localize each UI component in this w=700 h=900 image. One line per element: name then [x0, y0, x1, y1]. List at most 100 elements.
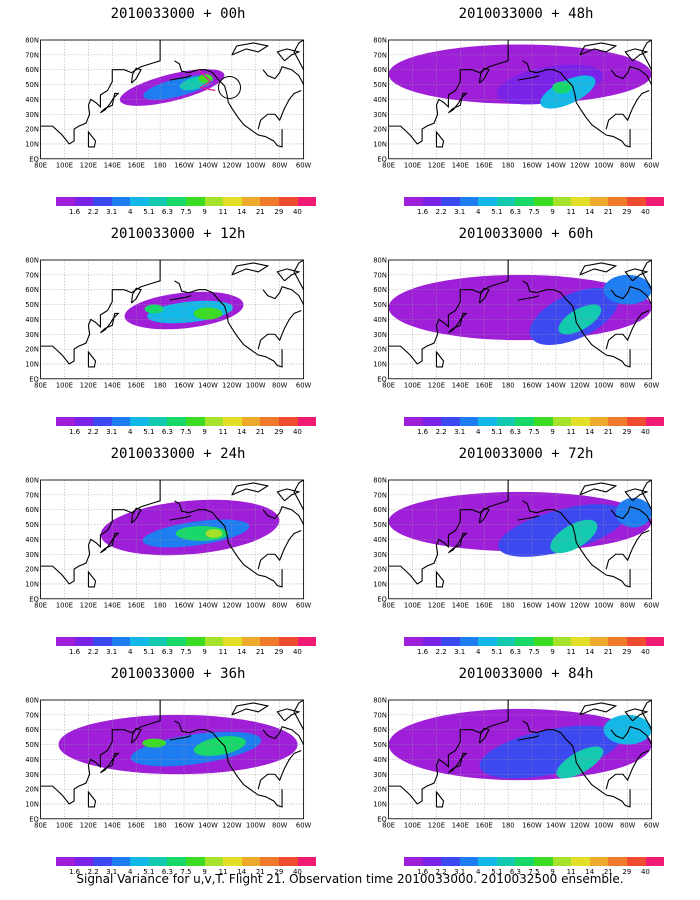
signal-contour [550, 519, 598, 554]
latitude-label: 70N [25, 271, 39, 279]
longitude-label: 160W [522, 601, 542, 609]
colorbar-swatch [589, 197, 609, 206]
colorbar-label: 14 [585, 868, 595, 876]
colorbar-swatch [496, 417, 516, 426]
colorbar-swatch [589, 417, 609, 426]
flight-track [197, 69, 216, 92]
colorbar [404, 637, 665, 646]
colorbar-label: 14 [237, 428, 247, 436]
coastline [388, 480, 509, 585]
colorbar-swatch [496, 197, 516, 206]
colorbar-label: 40 [292, 208, 302, 216]
longitude-label: 80E [34, 381, 47, 389]
longitude-label: 60W [644, 161, 660, 169]
colorbar-label: 2.2 [87, 428, 99, 436]
longitude-label: 140W [198, 821, 218, 829]
coastline [231, 482, 270, 496]
longitude-label: 120W [222, 381, 242, 389]
panel-title: 2010033000 + 60h [458, 226, 594, 242]
coastline [522, 500, 631, 588]
colorbar-swatch [148, 417, 168, 426]
longitude-label: 60W [644, 381, 660, 389]
colorbar-swatch [204, 197, 224, 206]
coastline [624, 268, 649, 282]
colorbar-label: 9 [202, 208, 207, 216]
map-panel: 2010033000 + 12h 80N 70N 60N 50N 40N 30N 20N 10N… [8, 220, 348, 440]
colorbar-label: 7.5 [180, 648, 192, 656]
latitude-label: EQ [377, 815, 387, 823]
colorbar-label: 5.1 [143, 428, 155, 436]
colorbar-label: 9 [202, 868, 207, 876]
colorbar-swatch [74, 417, 94, 426]
colorbar-label: 1.6 [416, 208, 429, 216]
coastline [610, 286, 652, 305]
colorbar-swatch [571, 857, 590, 866]
latitude-label: EQ [377, 155, 387, 163]
colorbar-swatch [515, 637, 535, 646]
longitude-label: 100W [246, 821, 266, 829]
coastline [257, 529, 302, 570]
colorbar [56, 637, 317, 646]
latitude-label: 70N [25, 51, 39, 59]
colorbar-swatch [515, 197, 535, 206]
coastline [87, 570, 97, 588]
colorbar-swatch [552, 857, 572, 866]
colorbar-labels: 1.6 2.2 3.1 4 5.1 6.3 7.5 9 11 14 21 29 40 [56, 208, 316, 218]
latitude-label: 50N [373, 521, 387, 529]
longitude-label: 120E [428, 601, 445, 609]
colorbar-swatch [441, 637, 460, 646]
coastline [388, 260, 509, 365]
coastline [169, 75, 192, 81]
signal-contour [193, 307, 223, 320]
latitude-label: 40N [373, 96, 387, 104]
longitude-label: 140W [546, 381, 566, 389]
longitude-label: 100W [246, 601, 266, 609]
colorbar-label: 6.3 [509, 428, 521, 436]
coastline [100, 92, 120, 114]
coastline [448, 92, 468, 114]
longitude-label: 120W [570, 601, 590, 609]
colorbar-label: 6.3 [509, 208, 521, 216]
colorbar-label: 21 [255, 428, 265, 436]
colorbar-label: 9 [550, 208, 555, 216]
colorbar-label: 3.1 [106, 648, 118, 656]
latitude-label: 70N [373, 51, 387, 59]
colorbar-swatch [130, 197, 149, 206]
colorbar-label: 40 [640, 868, 650, 876]
coastline [605, 749, 650, 790]
colorbar-label: 2.2 [87, 868, 99, 876]
colorbar-swatch [93, 417, 112, 426]
colorbar-swatch [56, 637, 75, 646]
coastline [610, 66, 652, 85]
panel-title: 2010033000 + 48h [458, 6, 594, 22]
colorbar-label: 1.6 [68, 208, 81, 216]
latitude-label: 30N [25, 111, 39, 119]
colorbar-swatch [404, 417, 423, 426]
colorbar-swatch [56, 857, 75, 866]
colorbar-swatch [260, 197, 279, 206]
longitude-label: 100E [404, 381, 421, 389]
signal-contour [603, 714, 652, 745]
figure-caption: Signal Variance for u,v,T. Flight 21. Ob… [76, 872, 624, 886]
longitude-label: 160E [128, 161, 145, 169]
map-panel: 2010033000 + 84h 80N 70N 60N 50N 40N 30N 20N 10N… [356, 660, 696, 880]
colorbar-label: 4 [476, 428, 481, 436]
colorbar-swatch [186, 637, 205, 646]
coastline [130, 727, 142, 744]
colorbar-swatch [645, 637, 665, 646]
colorbar-swatch [459, 857, 479, 866]
colorbar [404, 857, 665, 866]
longitude-label: 80W [272, 821, 288, 829]
colorbar-label: 2.2 [87, 648, 99, 656]
colorbar-label: 2.2 [87, 208, 99, 216]
colorbar-swatch [534, 197, 553, 206]
colorbar-swatch [515, 417, 535, 426]
colorbar-labels: 1.6 2.2 3.1 4 5.1 6.3 7.5 9 11 14 21 29 40 [404, 208, 664, 218]
latitude-label: 40N [25, 536, 39, 544]
colorbar-swatch [93, 857, 112, 866]
longitude-label: 120W [570, 381, 590, 389]
colorbar-label: 6.3 [161, 648, 173, 656]
colorbar-swatch [534, 637, 553, 646]
